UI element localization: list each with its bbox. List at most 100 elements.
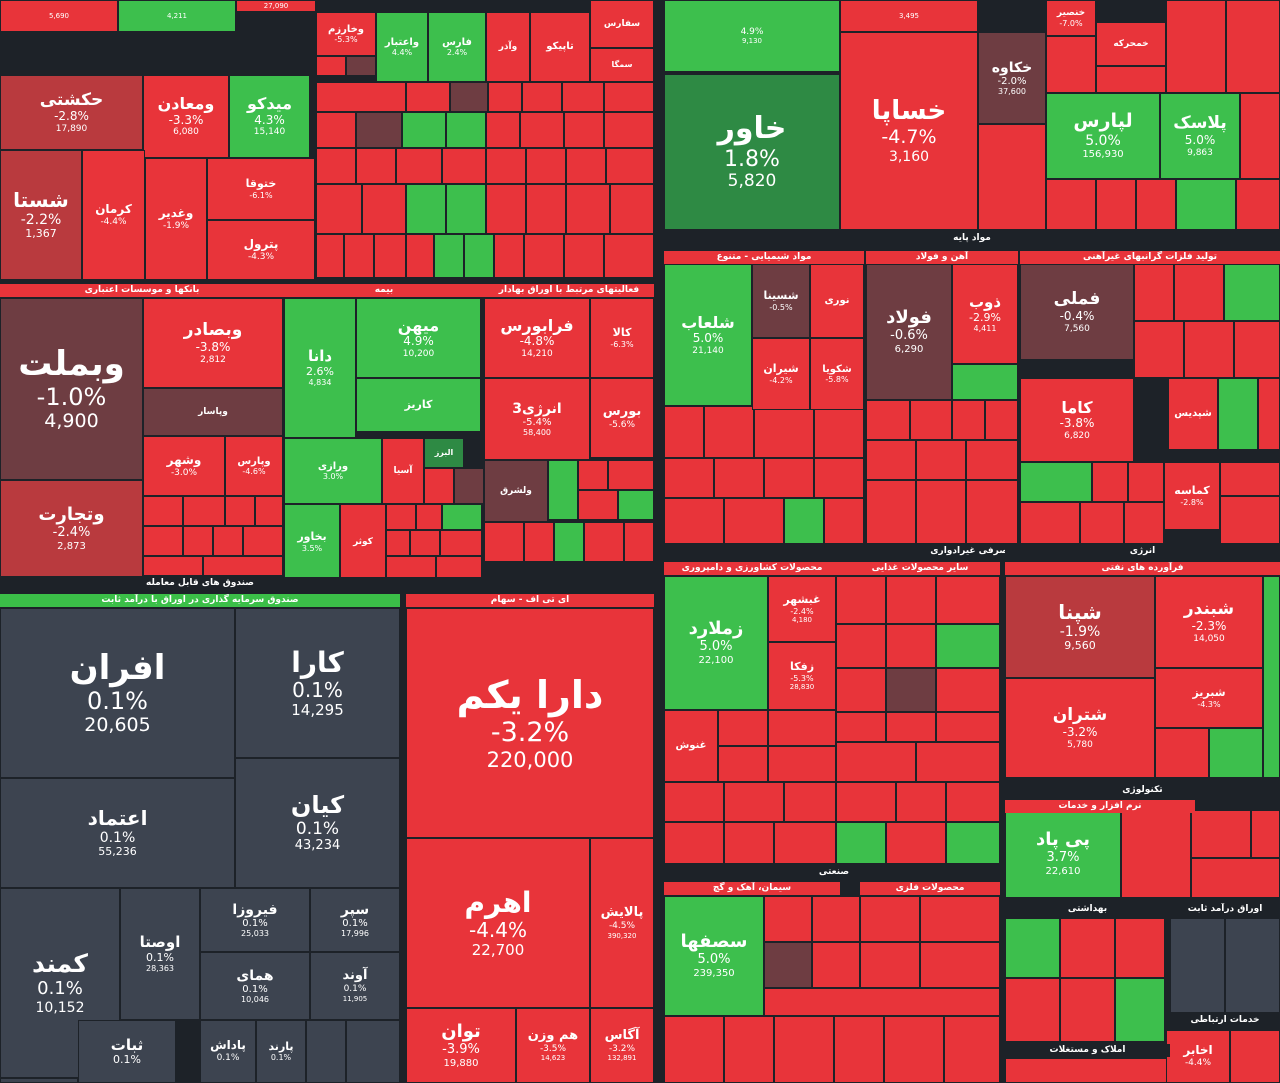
small-ticker-tile[interactable] xyxy=(936,712,1000,742)
ticker-tile[interactable]: البرز xyxy=(424,438,464,468)
small-ticker-tile[interactable] xyxy=(386,504,416,530)
ticker-tile-partial[interactable]: 3,495 xyxy=(840,0,978,32)
ticker-tile[interactable]: کوثر xyxy=(340,504,386,580)
small-ticker-tile[interactable] xyxy=(524,522,554,562)
ticker-tile[interactable]: میدکو 4.3% 15,140 xyxy=(229,75,310,158)
small-ticker-tile[interactable] xyxy=(1005,1058,1170,1083)
small-ticker-tile[interactable] xyxy=(836,742,916,782)
ticker-tile[interactable]: کرمان -4.4% xyxy=(82,150,145,280)
small-ticker-tile[interactable] xyxy=(143,526,183,556)
ticker-tile[interactable]: دارا یکم -3.2% 220,000 xyxy=(406,608,654,838)
small-ticker-tile[interactable] xyxy=(1184,321,1234,378)
small-ticker-tile[interactable] xyxy=(664,498,724,544)
ticker-tile[interactable]: شکویا -5.8% xyxy=(810,338,864,410)
ticker-tile[interactable]: وشهر -3.0% xyxy=(143,436,225,496)
ticker-tile[interactable]: شسینا -0.5% xyxy=(752,264,810,338)
ticker-tile[interactable]: کالا -6.3% xyxy=(590,298,654,378)
small-ticker-tile[interactable] xyxy=(1060,918,1115,978)
ticker-tile[interactable]: لپارس 5.0% 156,930 xyxy=(1046,93,1160,179)
ticker-tile[interactable]: کیان 0.1% 43,234 xyxy=(235,758,400,888)
ticker-tile-partial[interactable]: 5,690 xyxy=(0,0,118,32)
small-ticker-tile[interactable] xyxy=(436,556,482,578)
small-ticker-tile[interactable] xyxy=(183,496,225,526)
ticker-tile[interactable]: فملی -0.4% 7,560 xyxy=(1020,264,1134,360)
small-ticker-tile[interactable] xyxy=(203,556,283,576)
ticker-tile[interactable]: پی پاد 3.7% 22,610 xyxy=(1005,810,1121,898)
small-ticker-tile[interactable] xyxy=(578,490,618,520)
ticker-tile[interactable]: شبریز -4.3% xyxy=(1155,668,1263,728)
small-ticker-tile[interactable] xyxy=(764,988,1000,1016)
small-ticker-tile[interactable] xyxy=(966,480,1018,544)
small-ticker-tile[interactable] xyxy=(526,184,566,234)
small-ticker-tile[interactable] xyxy=(966,440,1018,480)
small-ticker-tile[interactable] xyxy=(724,498,784,544)
small-ticker-tile[interactable] xyxy=(1020,502,1080,544)
small-ticker-tile[interactable] xyxy=(1121,810,1191,898)
small-ticker-tile[interactable] xyxy=(1220,496,1280,544)
ticker-tile[interactable]: شپدیس xyxy=(1168,378,1218,450)
small-ticker-tile[interactable] xyxy=(886,576,936,624)
small-ticker-tile[interactable] xyxy=(1166,0,1226,93)
small-ticker-tile[interactable] xyxy=(183,526,213,556)
ticker-tile[interactable]: خساپا -4.7% 3,160 xyxy=(840,32,978,230)
small-ticker-tile[interactable] xyxy=(714,458,764,498)
small-ticker-tile[interactable] xyxy=(442,148,486,184)
ticker-tile-partial[interactable]: 4.9% 9,130 xyxy=(664,0,840,72)
small-ticker-tile[interactable] xyxy=(886,822,946,864)
small-ticker-tile[interactable] xyxy=(1115,918,1165,978)
ticker-tile-partial[interactable]: 4,211 xyxy=(118,0,236,32)
small-ticker-tile[interactable] xyxy=(936,576,1000,624)
ticker-tile[interactable]: فارس 2.4% xyxy=(428,12,486,82)
small-ticker-tile[interactable] xyxy=(446,112,486,148)
small-ticker-tile[interactable] xyxy=(754,406,814,458)
small-ticker-tile[interactable] xyxy=(1174,264,1224,321)
small-ticker-tile[interactable] xyxy=(562,82,604,112)
sector-label[interactable]: محصولات کشاورزی و دامپروری xyxy=(664,562,840,575)
ticker-tile[interactable]: سفارس xyxy=(590,0,654,48)
small-ticker-tile[interactable] xyxy=(442,504,482,530)
small-ticker-tile[interactable] xyxy=(1096,66,1166,93)
sector-label[interactable]: تولید فلزات گرانبهای غیرآهنی xyxy=(1020,251,1280,264)
small-ticker-tile[interactable] xyxy=(884,1016,944,1083)
small-ticker-tile[interactable] xyxy=(520,112,564,148)
sector-label[interactable]: سیمان، آهک و گچ xyxy=(664,882,840,895)
sector-label[interactable]: بانکها و موسسات اعتباری xyxy=(0,284,284,297)
small-ticker-tile[interactable] xyxy=(464,234,494,278)
ticker-tile[interactable]: کاریز xyxy=(356,378,481,432)
ticker-tile[interactable]: هم وزن -3.5% 14,623 xyxy=(516,1008,590,1083)
small-ticker-tile[interactable] xyxy=(1134,321,1184,378)
small-ticker-tile[interactable] xyxy=(316,82,406,112)
small-ticker-tile[interactable] xyxy=(1258,378,1280,450)
ticker-tile[interactable]: غبشهر -2.4% 4,180 xyxy=(768,576,836,642)
small-ticker-tile[interactable] xyxy=(554,522,584,562)
small-ticker-tile[interactable] xyxy=(316,234,344,278)
ticker-tile[interactable]: سمگا xyxy=(590,48,654,82)
small-ticker-tile[interactable] xyxy=(1176,179,1236,230)
small-ticker-tile[interactable] xyxy=(836,668,886,712)
ticker-tile[interactable]: سصفها 5.0% 239,350 xyxy=(664,896,764,1016)
small-ticker-tile[interactable] xyxy=(362,184,406,234)
sector-label[interactable]: نرم افزار و خدمات xyxy=(1005,800,1195,813)
small-ticker-tile[interactable] xyxy=(814,406,864,458)
small-ticker-tile[interactable] xyxy=(768,710,836,746)
small-ticker-tile[interactable] xyxy=(484,522,524,562)
ticker-tile[interactable]: شپنا -1.9% 9,560 xyxy=(1005,576,1155,678)
small-ticker-tile[interactable] xyxy=(860,896,920,942)
sector-label[interactable]: انرژی xyxy=(1005,545,1280,558)
small-ticker-tile[interactable] xyxy=(916,480,966,544)
ticker-tile[interactable]: فیروزا 0.1% 25,033 xyxy=(200,888,310,952)
small-ticker-tile[interactable] xyxy=(1236,179,1280,230)
ticker-tile[interactable]: کاما -3.8% 6,820 xyxy=(1020,378,1134,462)
small-ticker-tile[interactable] xyxy=(764,942,812,988)
small-ticker-tile[interactable] xyxy=(610,184,654,234)
small-ticker-tile[interactable] xyxy=(306,1020,346,1083)
ticker-tile[interactable]: افران 0.1% 20,605 xyxy=(0,608,235,778)
small-ticker-tile[interactable] xyxy=(606,148,654,184)
small-ticker-tile[interactable] xyxy=(836,712,886,742)
small-ticker-tile[interactable] xyxy=(1005,978,1060,1042)
small-ticker-tile[interactable] xyxy=(704,406,754,458)
ticker-tile[interactable]: پاداش 0.1% xyxy=(200,1020,256,1083)
ticker-tile[interactable]: غنوش xyxy=(664,710,718,782)
small-ticker-tile[interactable] xyxy=(356,112,402,148)
sector-label[interactable]: صنعتی xyxy=(664,866,1004,879)
